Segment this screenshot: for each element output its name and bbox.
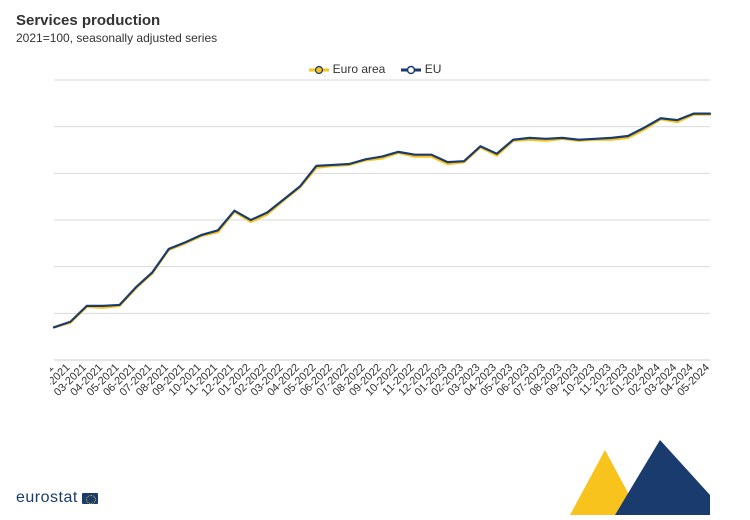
decorative-swoosh — [560, 435, 710, 515]
chart-subtitle: 2021=100, seasonally adjusted series — [16, 31, 734, 45]
chart-title: Services production — [16, 12, 734, 29]
footer-logo: eurostat — [16, 489, 98, 507]
eu-flag-icon — [82, 493, 98, 504]
line-chart: 909510010511011512001-202102-202103-2021… — [50, 60, 720, 430]
chart-area: 909510010511011512001-202102-202103-2021… — [50, 60, 720, 430]
brand-text: eurostat — [16, 489, 78, 507]
